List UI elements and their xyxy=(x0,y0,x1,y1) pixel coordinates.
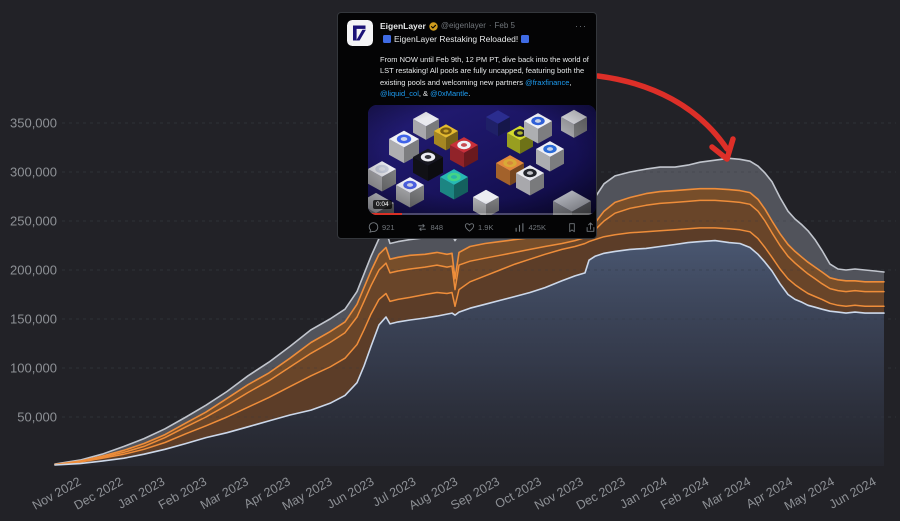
reply-icon xyxy=(368,222,379,233)
y-tick-label: 50,000 xyxy=(17,410,57,425)
annotation-arrow xyxy=(595,73,736,162)
area-blue xyxy=(55,240,884,466)
blue-square-emoji xyxy=(521,35,530,43)
views-button[interactable]: 425K xyxy=(514,222,546,233)
x-tick-label: Jun 2023 xyxy=(325,474,377,511)
y-tick-label: 200,000 xyxy=(10,263,57,278)
eigenlayer-logo-icon xyxy=(347,20,373,46)
reply-button[interactable]: 921 xyxy=(368,222,395,233)
tweet-head-text: EigenLayer @eigenlayer · Feb 5 ··· Eigen… xyxy=(380,20,587,45)
video-thumbnail[interactable]: 0:04 xyxy=(368,105,596,215)
tweet-headline: EigenLayer Restaking Reloaded! xyxy=(380,33,587,45)
body-text: . xyxy=(468,88,471,98)
more-options-icon[interactable]: ··· xyxy=(575,21,587,31)
blue-square-emoji xyxy=(383,35,391,43)
account-handle[interactable]: @eigenlayer xyxy=(440,21,486,30)
views-count: 425K xyxy=(528,223,546,232)
y-tick-label: 350,000 xyxy=(10,116,57,131)
band-orange-middle xyxy=(55,200,884,465)
y-tick-label: 150,000 xyxy=(10,312,57,327)
x-tick-label: Mar 2023 xyxy=(198,474,251,512)
share-button[interactable] xyxy=(585,222,596,233)
y-tick-label: 300,000 xyxy=(10,165,57,180)
line-blue-bottom xyxy=(54,239,885,466)
arrow-shaft xyxy=(595,73,730,152)
account-name[interactable]: EigenLayer xyxy=(380,21,426,31)
mention-0xmantle[interactable]: @0xMantle xyxy=(430,88,469,98)
like-button[interactable]: 1.9K xyxy=(464,222,493,233)
body-text: , & xyxy=(418,88,431,98)
dot-separator: · xyxy=(488,21,492,30)
gold-verified-icon xyxy=(429,21,438,31)
eigenlayer-avatar[interactable] xyxy=(347,20,373,46)
share-icon xyxy=(586,222,595,232)
bookmark-button[interactable] xyxy=(567,222,577,233)
tweet-body: From NOW until Feb 9th, 12 PM PT, dive b… xyxy=(380,54,592,99)
band-orange-lower xyxy=(55,227,884,465)
mention-liquid-col[interactable]: @liquid_col xyxy=(380,88,419,98)
line-orange-middle xyxy=(54,199,885,466)
arrow-head xyxy=(709,136,736,162)
bookmark-icon xyxy=(569,223,575,233)
tweet-action-bar: 921 848 1.9K xyxy=(368,222,596,233)
chart-gridlines-overlay xyxy=(62,122,896,418)
repost-button[interactable]: 848 xyxy=(416,222,444,233)
tweet-content: From NOW until Feb 9th, 12 PM PT, dive b… xyxy=(368,54,596,233)
y-tick-label: 100,000 xyxy=(10,361,57,376)
x-tick-label: Jun 2024 xyxy=(827,474,879,511)
video-progress-bar[interactable] xyxy=(368,213,596,215)
isometric-cubes-art xyxy=(368,105,596,215)
video-progress-fill xyxy=(368,213,403,215)
headline-text: EigenLayer Restaking Reloaded! xyxy=(394,34,519,44)
body-text: From NOW until Feb 9th, 12 PM PT, dive b… xyxy=(380,55,589,87)
tweet-header: EigenLayer @eigenlayer · Feb 5 ··· Eigen… xyxy=(347,20,587,46)
like-icon xyxy=(464,223,475,232)
x-tick-label: Mar 2024 xyxy=(700,474,753,512)
views-icon xyxy=(516,223,524,232)
tweet-date[interactable]: Feb 5 xyxy=(494,21,516,30)
line-orange-lower xyxy=(54,227,885,466)
video-timestamp: 0:04 xyxy=(373,200,392,209)
body-text: , xyxy=(569,77,572,87)
repost-count: 848 xyxy=(430,223,444,232)
reply-count: 921 xyxy=(382,223,395,232)
mention-fraxfinance[interactable]: @fraxfinance xyxy=(525,77,570,87)
chart-areas xyxy=(55,158,884,466)
like-count: 1.9K xyxy=(478,223,494,232)
y-tick-label: 250,000 xyxy=(10,214,57,229)
tweet-card[interactable]: EigenLayer @eigenlayer · Feb 5 ··· Eigen… xyxy=(337,12,597,239)
y-axis-labels: 50,000 100,000 150,000 200,000 250,000 300,00… xyxy=(10,116,57,425)
repost-icon xyxy=(417,223,426,232)
